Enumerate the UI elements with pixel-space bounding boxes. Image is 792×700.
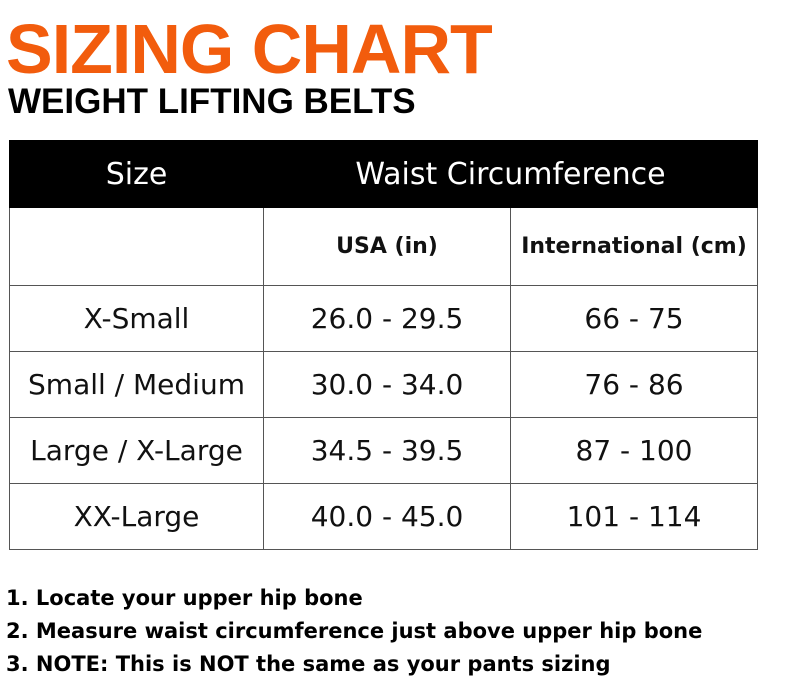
- header-cell: Waist Circumference: [263, 140, 758, 208]
- cell: 34.5 - 39.5: [263, 417, 511, 484]
- note: 3. NOTE: This is NOT the same as your pa…: [6, 652, 611, 676]
- cell: 76 - 86: [510, 351, 758, 418]
- cell: 87 - 100: [510, 417, 758, 484]
- cell: 30.0 - 34.0: [263, 351, 511, 418]
- cell: 66 - 75: [510, 285, 758, 352]
- note: 1. Locate your upper hip bone: [6, 586, 363, 610]
- subheader-cell: International (cm): [510, 207, 758, 286]
- header-cell: Size: [9, 140, 264, 208]
- notes: 1. Locate your upper hip bone 2. Measure …: [6, 582, 702, 681]
- cell: 101 - 114: [510, 483, 758, 550]
- cell: X-Small: [9, 285, 264, 352]
- size-row: XX-Large 40.0 - 45.0 101 - 114: [9, 483, 758, 550]
- cell: 26.0 - 29.5: [263, 285, 511, 352]
- cell: Large / X-Large: [9, 417, 264, 484]
- subtitle: WEIGHT LIFTING BELTS: [8, 82, 416, 121]
- cell: Small / Medium: [9, 351, 264, 418]
- note: 2. Measure waist circumference just abov…: [6, 619, 703, 643]
- title: SIZING CHART: [6, 10, 493, 88]
- size-table: Size Waist Circumference USA (in) Intern…: [9, 140, 758, 550]
- header-row: Size Waist Circumference: [9, 140, 758, 208]
- size-row: Small / Medium 30.0 - 34.0 76 - 86: [9, 351, 758, 418]
- size-row: X-Small 26.0 - 29.5 66 - 75: [9, 285, 758, 352]
- subheader-cell: USA (in): [263, 207, 511, 286]
- cell: XX-Large: [9, 483, 264, 550]
- subheader-row: USA (in) International (cm): [9, 207, 758, 286]
- cell: 40.0 - 45.0: [263, 483, 511, 550]
- size-row: Large / X-Large 34.5 - 39.5 87 - 100: [9, 417, 758, 484]
- empty-cell: [9, 207, 264, 286]
